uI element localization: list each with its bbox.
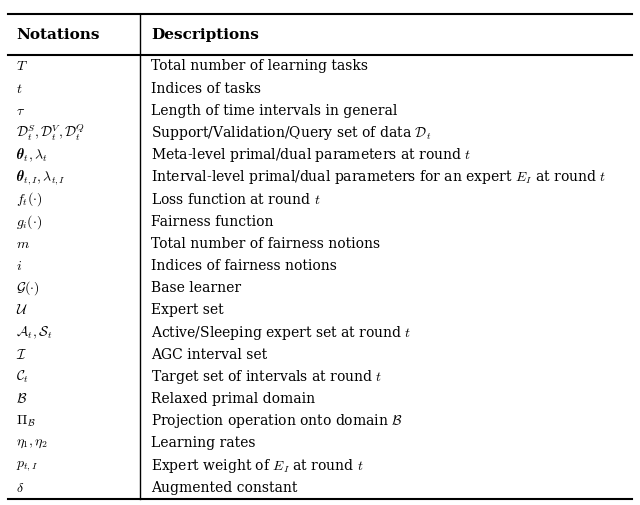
Text: Total number of learning tasks: Total number of learning tasks [151,60,368,73]
Text: $i$: $i$ [16,259,22,273]
Text: Fairness function: Fairness function [151,215,273,229]
Text: Expert set: Expert set [151,304,223,318]
Text: Length of time intervals in general: Length of time intervals in general [151,104,397,118]
Text: Notations: Notations [16,28,99,42]
Text: $t$: $t$ [16,82,22,95]
Text: $p_{t,I}$: $p_{t,I}$ [16,459,38,473]
Text: $T$: $T$ [16,60,28,73]
Text: Augmented constant: Augmented constant [151,481,298,495]
Text: Expert weight of $E_I$ at round $t$: Expert weight of $E_I$ at round $t$ [151,457,364,475]
Text: Descriptions: Descriptions [151,28,259,42]
Text: Meta-level primal/dual parameters at round $t$: Meta-level primal/dual parameters at rou… [151,146,471,164]
Text: Active/Sleeping expert set at round $t$: Active/Sleeping expert set at round $t$ [151,324,412,341]
Text: Indices of fairness notions: Indices of fairness notions [151,259,337,273]
Text: $\mathcal{B}$: $\mathcal{B}$ [16,392,28,406]
Text: Learning rates: Learning rates [151,436,255,450]
Text: Projection operation onto domain $\mathcal{B}$: Projection operation onto domain $\mathc… [151,412,403,430]
Text: Interval-level primal/dual parameters for an expert $E_I$ at round $t$: Interval-level primal/dual parameters fo… [151,168,606,186]
Text: $\eta_1, \eta_2$: $\eta_1, \eta_2$ [16,436,48,450]
Text: $\mathcal{C}_t$: $\mathcal{C}_t$ [16,369,29,385]
Text: $m$: $m$ [16,237,30,251]
Text: $\tau$: $\tau$ [16,104,25,118]
Text: $\mathcal{G}(\cdot)$: $\mathcal{G}(\cdot)$ [16,279,40,297]
Text: $\mathcal{D}_t^S, \mathcal{D}_t^V, \mathcal{D}_t^Q$: $\mathcal{D}_t^S, \mathcal{D}_t^V, \math… [16,123,85,143]
Text: $\mathcal{U}$: $\mathcal{U}$ [16,304,28,318]
Text: $\boldsymbol{\theta}_t, \boldsymbol{\lambda}_t$: $\boldsymbol{\theta}_t, \boldsymbol{\lam… [16,146,47,164]
Text: $\mathcal{A}_t, \mathcal{S}_t$: $\mathcal{A}_t, \mathcal{S}_t$ [16,325,52,341]
Text: $\Pi_{\mathcal{B}}$: $\Pi_{\mathcal{B}}$ [16,414,36,429]
Text: $\delta$: $\delta$ [16,481,24,495]
Text: $\mathcal{I}$: $\mathcal{I}$ [16,348,28,362]
Text: Target set of intervals at round $t$: Target set of intervals at round $t$ [151,368,382,386]
Text: Relaxed primal domain: Relaxed primal domain [151,392,315,406]
Text: $\boldsymbol{\theta}_{t,I}, \boldsymbol{\lambda}_{t,I}$: $\boldsymbol{\theta}_{t,I}, \boldsymbol{… [16,168,66,187]
Text: Support/Validation/Query set of data $\mathcal{D}_t$: Support/Validation/Query set of data $\m… [151,124,431,142]
Text: AGC interval set: AGC interval set [151,348,267,362]
Text: Loss function at round $t$: Loss function at round $t$ [151,192,321,207]
Text: $f_t(\cdot)$: $f_t(\cdot)$ [16,190,42,209]
Text: Indices of tasks: Indices of tasks [151,82,261,95]
Text: Total number of fairness notions: Total number of fairness notions [151,237,380,251]
Text: $g_i(\cdot)$: $g_i(\cdot)$ [16,213,42,231]
Text: Base learner: Base learner [151,281,241,295]
